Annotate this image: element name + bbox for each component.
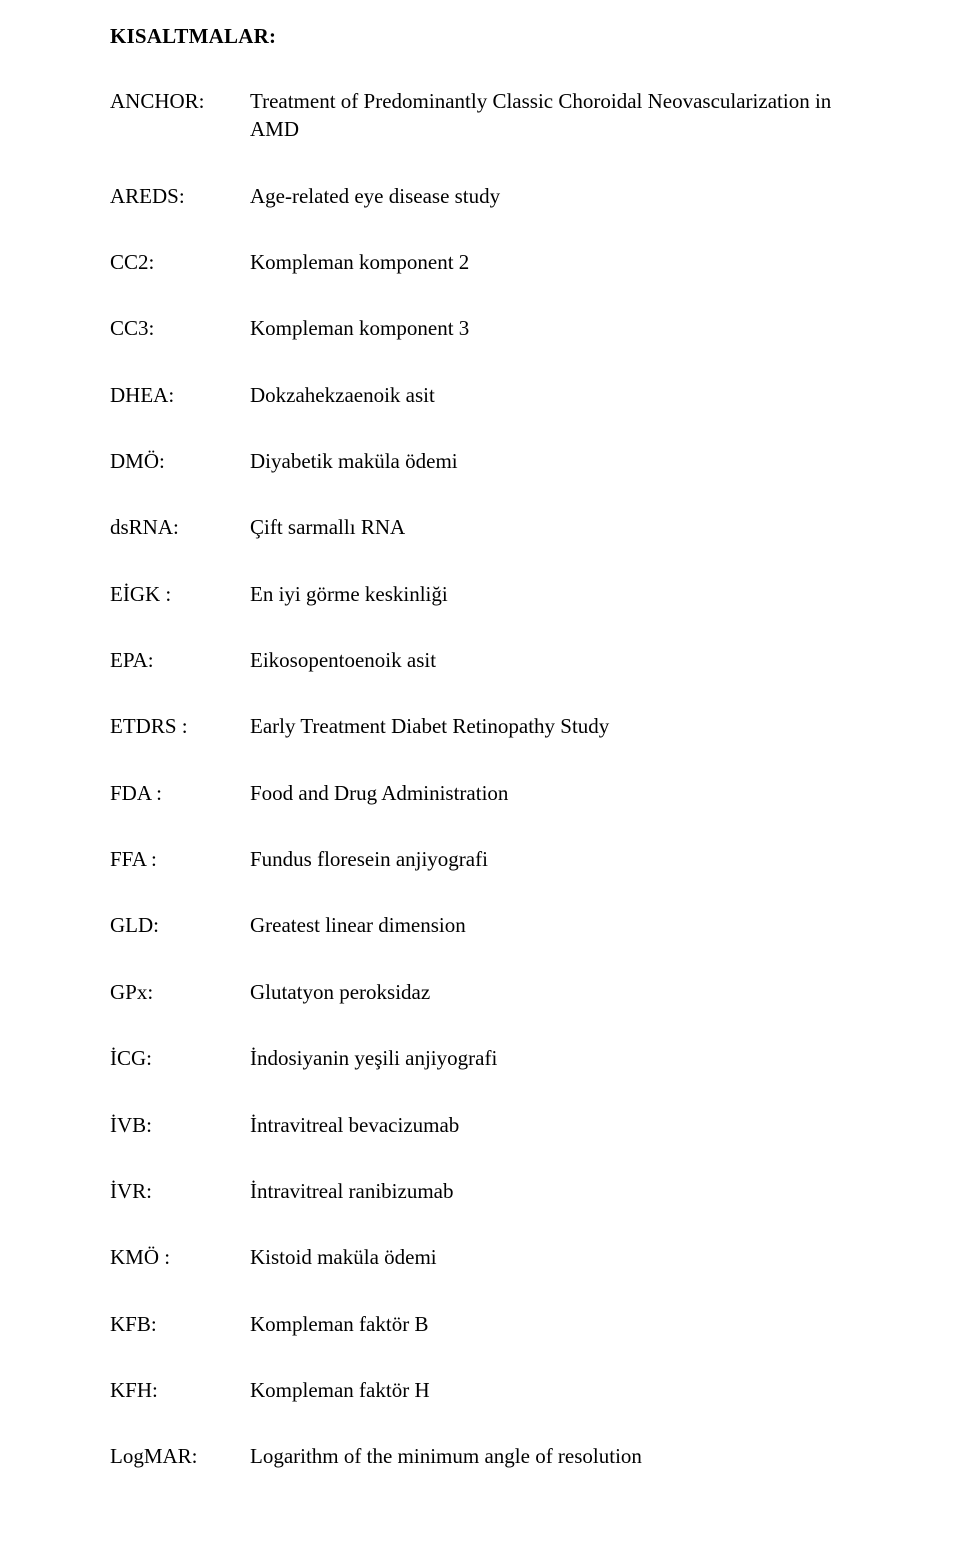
list-item: DHEA: Dokzahekzaenoik asit (110, 381, 850, 409)
abbrev-def: İntravitreal bevacizumab (250, 1111, 850, 1139)
abbrev-def: Fundus floresein anjiyografi (250, 845, 850, 873)
abbrev-term: CC3: (110, 314, 250, 342)
list-item: İVB: İntravitreal bevacizumab (110, 1111, 850, 1139)
list-item: dsRNA: Çift sarmallı RNA (110, 513, 850, 541)
list-item: GPx: Glutatyon peroksidaz (110, 978, 850, 1006)
abbrev-term: EİGK : (110, 580, 250, 608)
list-item: ETDRS : Early Treatment Diabet Retinopat… (110, 712, 850, 740)
abbrev-term: KMÖ : (110, 1243, 250, 1271)
abbrev-term: KFH: (110, 1376, 250, 1404)
abbrev-def: Dokzahekzaenoik asit (250, 381, 850, 409)
abbrev-def: Çift sarmallı RNA (250, 513, 850, 541)
abbrev-def: Kompleman komponent 3 (250, 314, 850, 342)
list-item: CC2: Kompleman komponent 2 (110, 248, 850, 276)
list-item: GLD: Greatest linear dimension (110, 911, 850, 939)
list-item: KFB: Kompleman faktör B (110, 1310, 850, 1338)
abbrev-term: FDA : (110, 779, 250, 807)
list-item: FDA : Food and Drug Administration (110, 779, 850, 807)
abbrev-term: DMÖ: (110, 447, 250, 475)
list-item: LogMAR: Logarithm of the minimum angle o… (110, 1442, 850, 1470)
list-item: EPA: Eikosopentoenoik asit (110, 646, 850, 674)
abbrev-term: GPx: (110, 978, 250, 1006)
abbrev-term: ANCHOR: (110, 87, 250, 115)
abbrev-term: FFA : (110, 845, 250, 873)
abbrev-def: Eikosopentoenoik asit (250, 646, 850, 674)
abbrev-term: ETDRS : (110, 712, 250, 740)
abbrev-term: LogMAR: (110, 1442, 250, 1470)
abbrev-term: İVB: (110, 1111, 250, 1139)
abbrev-def: İntravitreal ranibizumab (250, 1177, 850, 1205)
abbrev-def: Age-related eye disease study (250, 182, 850, 210)
abbrev-def: Greatest linear dimension (250, 911, 850, 939)
list-item: DMÖ: Diyabetik maküla ödemi (110, 447, 850, 475)
abbrev-term: İVR: (110, 1177, 250, 1205)
list-item: AREDS: Age-related eye disease study (110, 182, 850, 210)
abbrev-def: Treatment of Predominantly Classic Choro… (250, 87, 850, 144)
abbrev-term: KFB: (110, 1310, 250, 1338)
list-item: FFA : Fundus floresein anjiyografi (110, 845, 850, 873)
abbrev-def: Logarithm of the minimum angle of resolu… (250, 1442, 850, 1470)
list-item: CC3: Kompleman komponent 3 (110, 314, 850, 342)
page: KISALTMALAR: ANCHOR: Treatment of Predom… (0, 0, 960, 1549)
abbrev-def: Kompleman faktör B (250, 1310, 850, 1338)
list-item: ANCHOR: Treatment of Predominantly Class… (110, 87, 850, 144)
list-item: KMÖ : Kistoid maküla ödemi (110, 1243, 850, 1271)
abbrev-def: Kompleman faktör H (250, 1376, 850, 1404)
abbrev-def: İndosiyanin yeşili anjiyografi (250, 1044, 850, 1072)
list-item: KFH: Kompleman faktör H (110, 1376, 850, 1404)
abbrev-def: En iyi görme keskinliği (250, 580, 850, 608)
abbrev-def: Kistoid maküla ödemi (250, 1243, 850, 1271)
abbrev-term: AREDS: (110, 182, 250, 210)
abbrev-def: Food and Drug Administration (250, 779, 850, 807)
abbrev-term: DHEA: (110, 381, 250, 409)
abbrev-def: Early Treatment Diabet Retinopathy Study (250, 712, 850, 740)
abbrev-term: GLD: (110, 911, 250, 939)
abbrev-term: dsRNA: (110, 513, 250, 541)
abbrev-def: Diyabetik maküla ödemi (250, 447, 850, 475)
abbrev-term: CC2: (110, 248, 250, 276)
abbrev-term: EPA: (110, 646, 250, 674)
list-item: İCG: İndosiyanin yeşili anjiyografi (110, 1044, 850, 1072)
list-item: İVR: İntravitreal ranibizumab (110, 1177, 850, 1205)
abbrev-term: İCG: (110, 1044, 250, 1072)
list-item: EİGK : En iyi görme keskinliği (110, 580, 850, 608)
abbrev-def: Kompleman komponent 2 (250, 248, 850, 276)
page-title: KISALTMALAR: (110, 24, 850, 49)
abbrev-def: Glutatyon peroksidaz (250, 978, 850, 1006)
